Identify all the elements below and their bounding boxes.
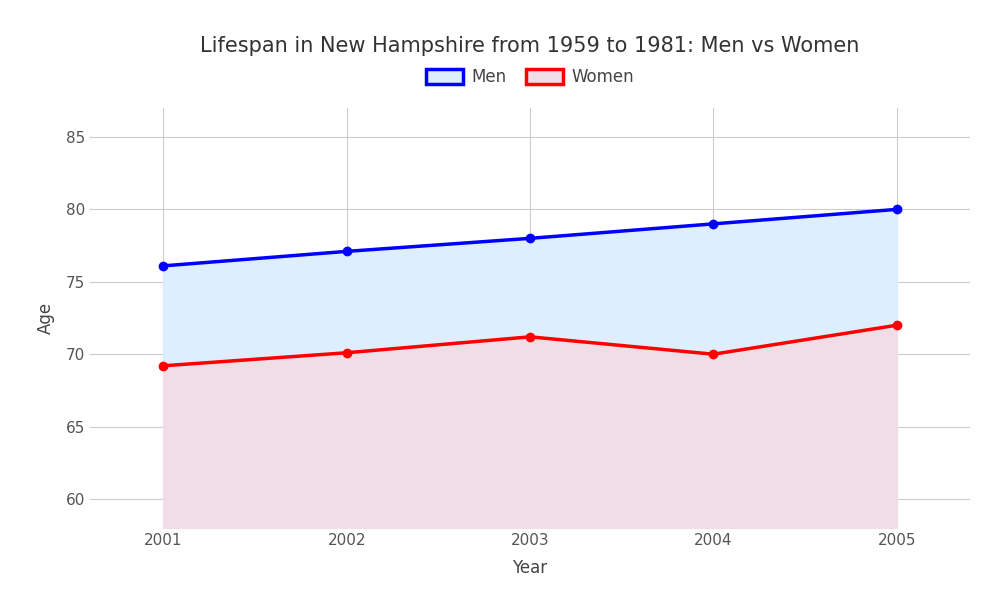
Title: Lifespan in New Hampshire from 1959 to 1981: Men vs Women: Lifespan in New Hampshire from 1959 to 1…: [200, 37, 860, 56]
Y-axis label: Age: Age: [37, 302, 55, 334]
Legend: Men, Women: Men, Women: [419, 62, 641, 93]
X-axis label: Year: Year: [512, 559, 548, 577]
